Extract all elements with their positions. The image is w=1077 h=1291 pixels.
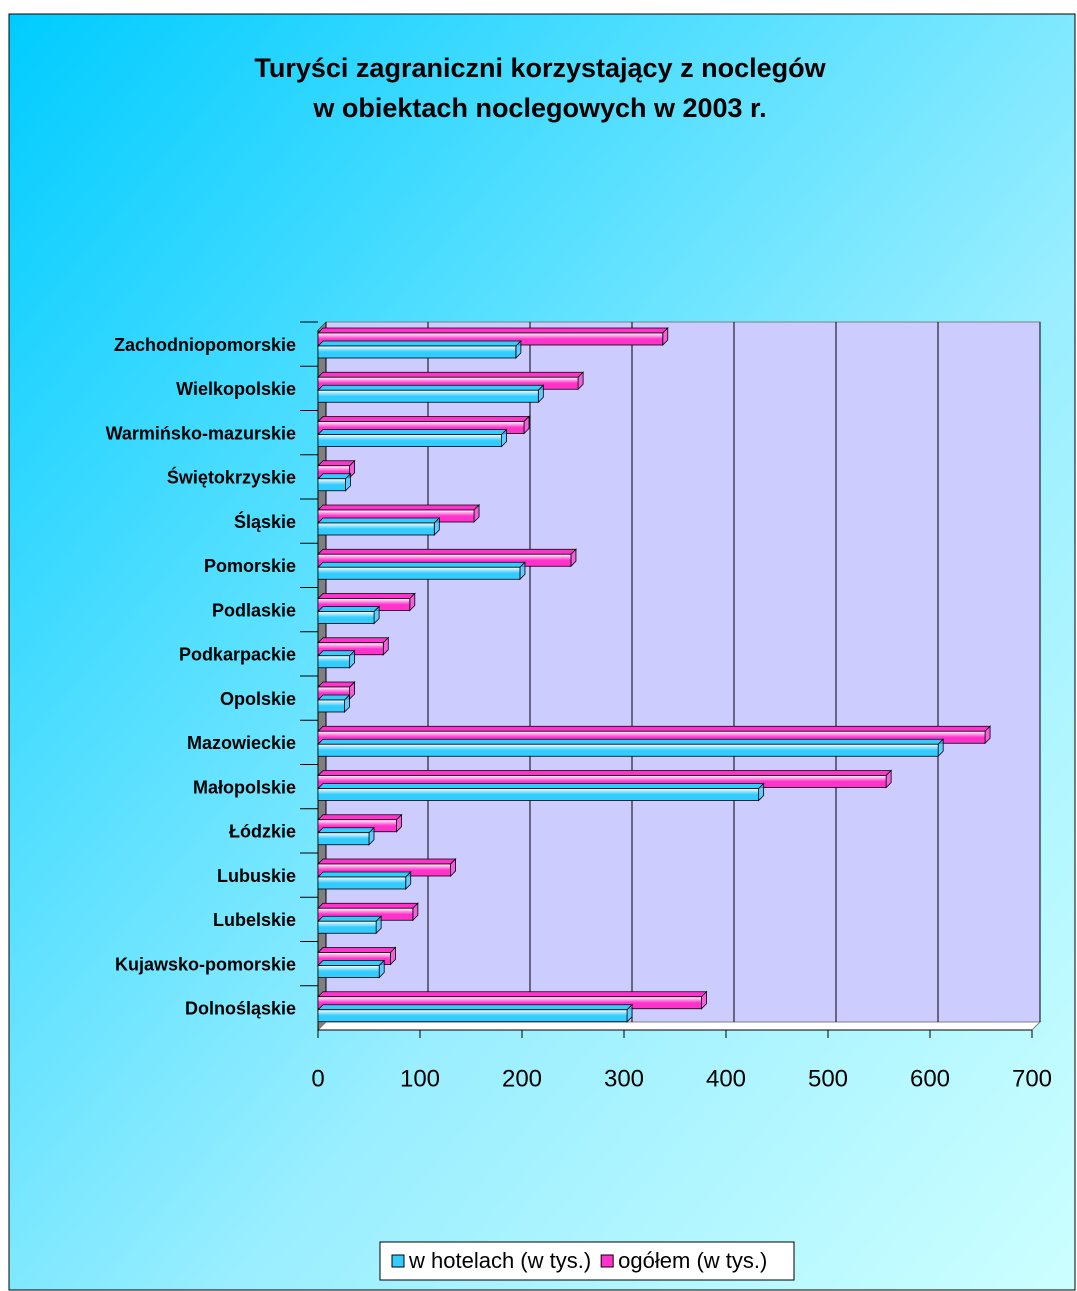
bar <box>317 611 375 624</box>
y-tick-label: Łódzkie <box>229 822 296 842</box>
bar-top <box>317 915 383 922</box>
x-tick-label: 0 <box>311 1065 324 1092</box>
bar-top <box>317 561 526 568</box>
bar <box>317 655 351 669</box>
bar <box>317 522 435 536</box>
y-tick-label: Opolskie <box>220 689 296 709</box>
y-tick-label: Podkarpackie <box>179 645 296 665</box>
bar-top <box>317 416 531 422</box>
legend-label: w hotelach (w tys.) <box>408 1248 591 1273</box>
bar-top <box>317 827 375 834</box>
x-tick-label: 100 <box>400 1065 440 1092</box>
bar-top <box>317 991 708 998</box>
bar-top <box>317 770 893 776</box>
x-tick-label: 300 <box>604 1065 644 1092</box>
bar-top <box>317 681 356 688</box>
bar-top <box>317 460 356 467</box>
bar <box>317 788 760 801</box>
bar-top <box>317 650 356 657</box>
bar-top <box>317 473 352 480</box>
bar-top <box>317 504 481 511</box>
bar <box>317 1009 628 1023</box>
y-tick-label: Wielkopolskie <box>176 379 296 399</box>
chart-title: Turyści zagraniczni korzystający z nocle… <box>254 53 826 83</box>
bar-top <box>317 814 403 821</box>
bar <box>317 832 370 846</box>
legend-swatch <box>600 1254 614 1268</box>
bar <box>317 478 346 492</box>
y-tick-label: Dolnośląskie <box>185 999 296 1019</box>
bar-top <box>317 384 545 391</box>
y-tick-label: Lubelskie <box>213 910 296 930</box>
x-tick-label: 500 <box>808 1065 848 1092</box>
y-tick-label: Podlaskie <box>212 600 296 620</box>
bar-top <box>317 593 416 599</box>
y-tick-label: Śląskie <box>234 511 296 532</box>
bar-top <box>317 738 945 745</box>
bar-top <box>317 960 386 966</box>
bar <box>317 699 345 713</box>
bar <box>317 965 380 978</box>
bar-top <box>317 902 419 909</box>
y-tick-label: Mazowieckie <box>187 733 296 753</box>
legend-swatch <box>391 1254 405 1268</box>
bar-top <box>317 371 585 378</box>
bar-top <box>317 429 508 435</box>
y-tick-label: Warmińsko-mazurskie <box>106 423 296 443</box>
legend <box>379 1241 795 1281</box>
y-tick-label: Kujawsko-pomorskie <box>115 954 296 974</box>
y-tick-label: Lubuskie <box>217 866 296 886</box>
bar <box>317 743 939 757</box>
bar <box>317 566 521 580</box>
bar-top <box>317 517 441 524</box>
bar-top <box>317 947 397 953</box>
y-tick-label: Małopolskie <box>193 777 296 797</box>
bar <box>317 389 539 403</box>
bar <box>317 434 503 447</box>
bar <box>317 920 377 934</box>
x-tick-label: 700 <box>1012 1065 1052 1092</box>
x-tick-label: 200 <box>502 1065 542 1092</box>
y-tick-label: Zachodniopomorskie <box>114 335 296 355</box>
bar-top <box>317 340 522 347</box>
bar-top <box>317 1004 634 1011</box>
x-tick-label: 600 <box>910 1065 950 1092</box>
y-tick-label: Świętokrzyskie <box>167 467 296 488</box>
bar <box>317 876 407 890</box>
bar-top <box>317 327 669 334</box>
floor <box>316 1021 1042 1031</box>
y-tick-label: Pomorskie <box>204 556 296 576</box>
legend-label: ogółem (w tys.) <box>618 1248 767 1273</box>
bar-top <box>317 725 992 732</box>
x-tick-label: 400 <box>706 1065 746 1092</box>
bar-top <box>317 783 765 789</box>
bar-top <box>317 871 412 878</box>
bar <box>317 345 517 359</box>
bar-top <box>317 606 381 612</box>
bar-top <box>317 858 457 865</box>
chart-subtitle: w obiektach noclegowych w 2003 r. <box>312 93 766 123</box>
bar-top <box>317 548 577 555</box>
bar-top <box>317 637 390 644</box>
